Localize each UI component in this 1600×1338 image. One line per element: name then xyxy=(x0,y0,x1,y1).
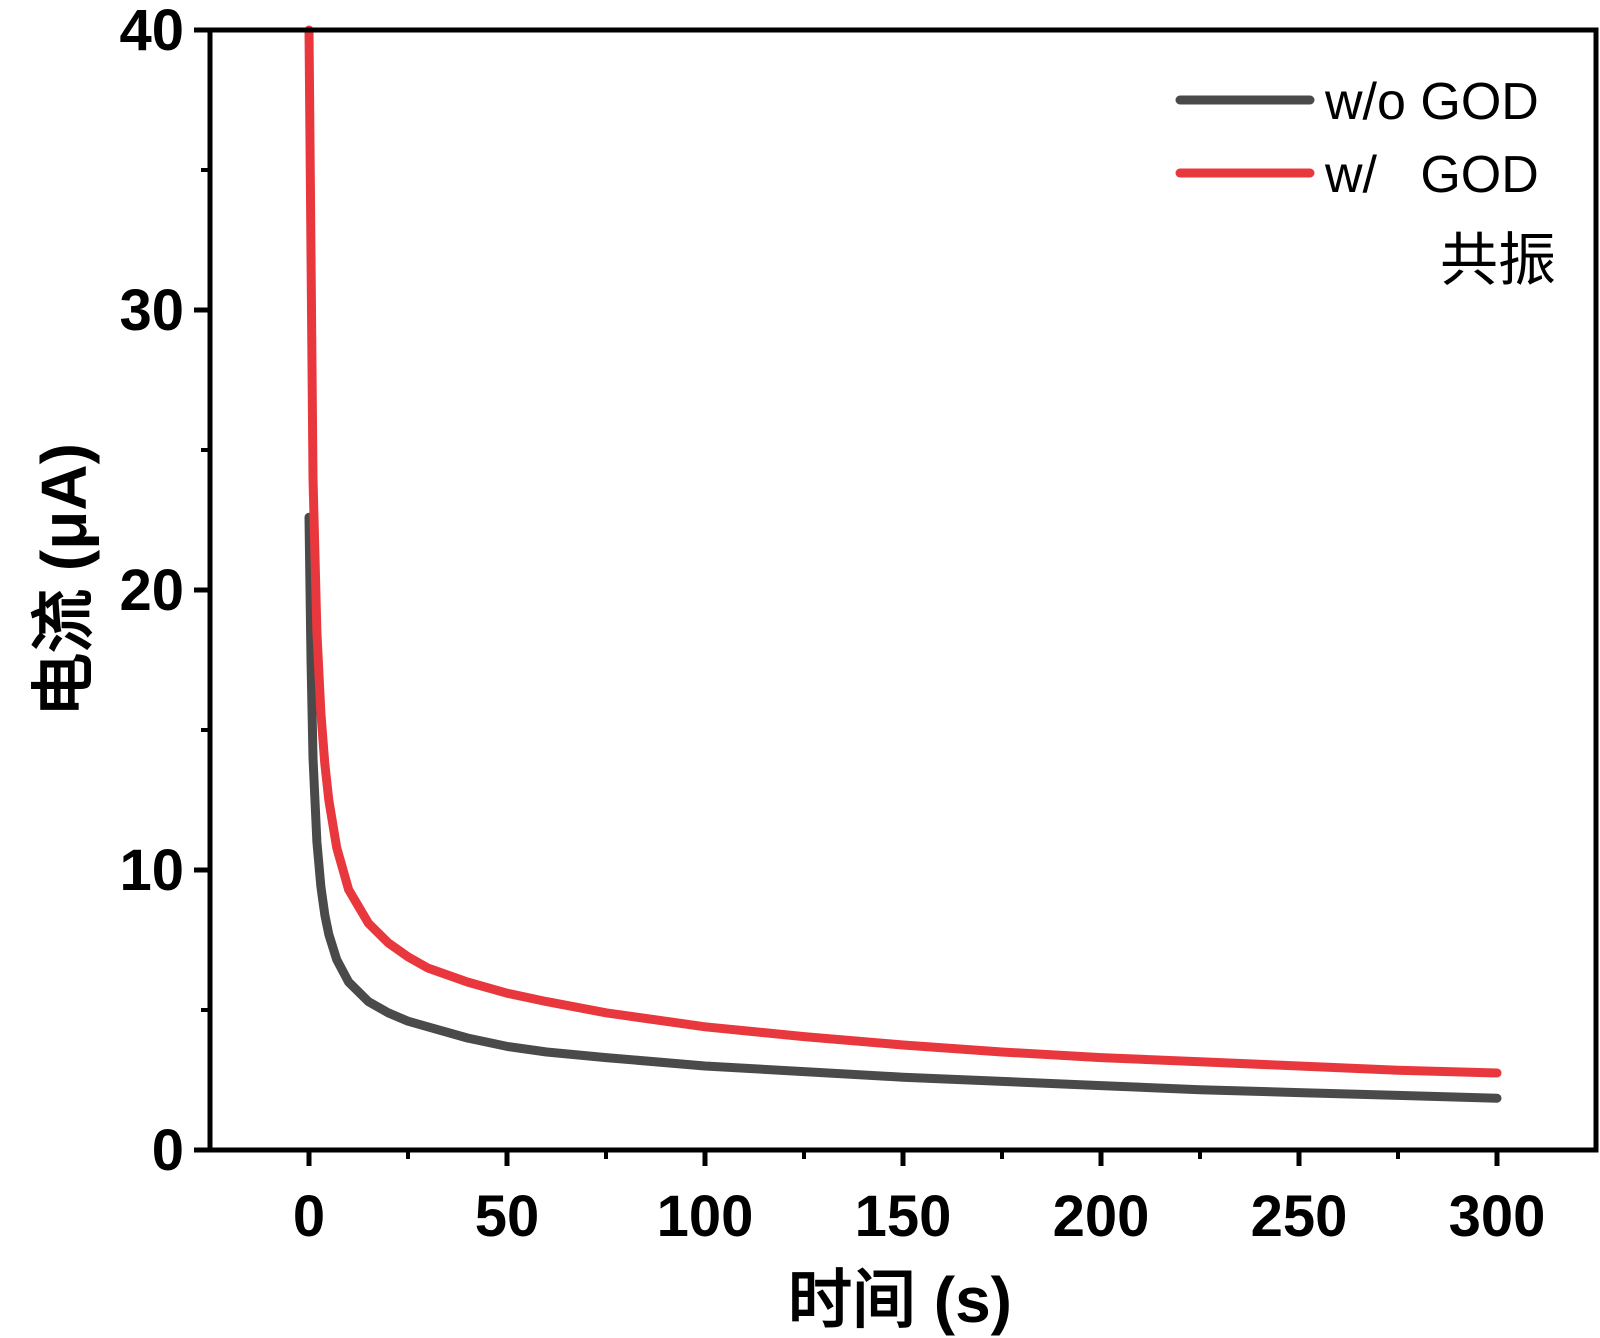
y-tick-label: 30 xyxy=(119,278,184,343)
y-tick-label: 10 xyxy=(119,838,184,903)
series-line-wo-god xyxy=(304,512,1502,1103)
y-tick-label: 40 xyxy=(119,0,184,63)
plot-lines xyxy=(304,25,1502,1103)
x-tick-label: 250 xyxy=(1251,1184,1348,1249)
x-tick-label: 0 xyxy=(293,1184,325,1249)
series-line-w-god xyxy=(304,25,1502,1078)
legend: w/o GOD w/ GOD xyxy=(1175,73,1539,204)
legend-label-wo-god: w/o GOD xyxy=(1324,73,1539,131)
legend-label-w-god: w/ GOD xyxy=(1324,146,1539,204)
x-tick-label: 100 xyxy=(657,1184,754,1249)
y-axis-ticks: 0 10 20 30 40 xyxy=(119,0,210,1183)
x-tick-label: 200 xyxy=(1053,1184,1150,1249)
x-tick-label: 150 xyxy=(855,1184,952,1249)
y-tick-label: 20 xyxy=(119,558,184,623)
x-axis-ticks: 0 50 100 150 200 250 300 xyxy=(293,1150,1546,1249)
x-tick-label: 50 xyxy=(475,1184,540,1249)
annotation-resonance: 共振 xyxy=(1440,226,1556,294)
x-axis-title: 时间 (s) xyxy=(788,1264,1012,1336)
y-tick-label: 0 xyxy=(152,1118,184,1183)
x-tick-label: 300 xyxy=(1449,1184,1546,1249)
y-axis-title: 电流 (μA) xyxy=(28,443,100,717)
